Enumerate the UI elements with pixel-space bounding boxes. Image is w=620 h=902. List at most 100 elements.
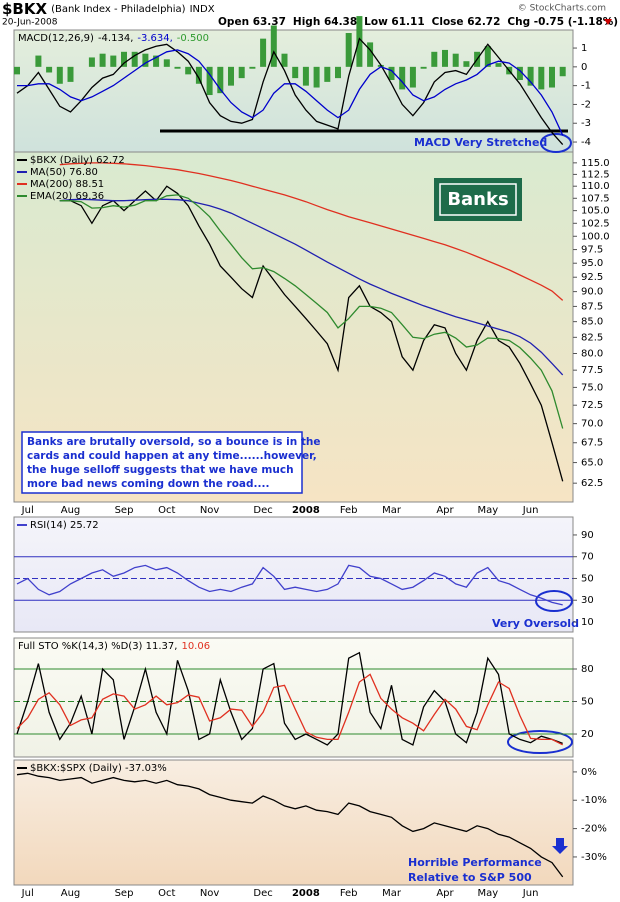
histogram-bar bbox=[238, 66, 245, 79]
y-tick-label: 107.5 bbox=[581, 193, 610, 204]
legend-entry: MA(200) 88.51 bbox=[30, 179, 104, 190]
histogram-bar bbox=[249, 66, 256, 69]
x-tick-label: Oct bbox=[158, 888, 175, 899]
y-tick-label: -2 bbox=[581, 99, 591, 110]
y-tick-label: 112.5 bbox=[581, 169, 610, 180]
y-tick-label: 105.0 bbox=[581, 206, 610, 217]
y-tick-label: 95.0 bbox=[581, 258, 603, 269]
y-tick-label: 65.0 bbox=[581, 458, 603, 469]
x-tick-label: Jun bbox=[522, 888, 539, 899]
histogram-bar bbox=[431, 51, 438, 67]
header-title: $BKX (Bank Index - Philadelphia) INDX bbox=[2, 0, 215, 18]
histogram-bar bbox=[420, 66, 427, 69]
series-line bbox=[17, 49, 564, 136]
histogram-bar bbox=[56, 66, 63, 84]
y-tick-label: -3 bbox=[581, 118, 591, 129]
x-tick-label: May bbox=[477, 888, 498, 899]
histogram-bar bbox=[388, 66, 395, 81]
y-tick-label: 80 bbox=[581, 664, 594, 675]
y-tick-label: 92.5 bbox=[581, 272, 603, 283]
histogram-bar bbox=[195, 66, 202, 84]
x-tick-label: Dec bbox=[253, 888, 272, 899]
histogram-bar bbox=[88, 57, 95, 67]
x-tick-label: Jul bbox=[21, 505, 34, 516]
y-tick-label: 30 bbox=[581, 595, 594, 606]
histogram-bar bbox=[527, 66, 534, 86]
histogram-bar bbox=[260, 38, 267, 67]
histogram-bar bbox=[549, 66, 555, 88]
panel-bg bbox=[13, 759, 574, 886]
panel-bg bbox=[13, 516, 574, 633]
histogram-bar bbox=[281, 53, 288, 67]
histogram-bar bbox=[206, 66, 213, 96]
quote-item: Chg -0.75 (-1.18%) bbox=[507, 16, 618, 28]
histogram-bar bbox=[516, 66, 523, 81]
histogram-bar bbox=[302, 66, 309, 86]
annotation: Very Oversold bbox=[492, 617, 579, 630]
y-tick-label: 110.0 bbox=[581, 181, 610, 192]
quote-item: Close 62.72 bbox=[432, 16, 501, 28]
y-tick-label: 50 bbox=[581, 697, 594, 708]
y-tick-label: 62.5 bbox=[581, 478, 603, 489]
histogram-bar bbox=[153, 55, 160, 67]
x-tick-label: Jun bbox=[522, 505, 539, 516]
histogram-bar bbox=[495, 63, 502, 67]
arrow bbox=[552, 838, 568, 854]
x-tick-label: Apr bbox=[436, 888, 454, 899]
highlight-ellipse bbox=[507, 730, 573, 754]
x-tick-label: Aug bbox=[61, 505, 81, 516]
legend-entry: $BKX:$SPX (Daily) -37.03% bbox=[30, 763, 167, 774]
histogram-bar bbox=[399, 66, 406, 90]
annotation-line: more bad news coming down the road.... bbox=[27, 478, 270, 490]
y-tick-label: -4 bbox=[581, 137, 591, 148]
histogram-bar bbox=[46, 66, 53, 73]
histogram-bar bbox=[174, 66, 181, 69]
quote: Open 63.37 High 64.38 Low 61.11 Close 62.72… bbox=[218, 16, 618, 28]
histogram-bar bbox=[121, 51, 127, 67]
x-tick-label: Aug bbox=[61, 888, 81, 899]
badge-text: Banks bbox=[447, 189, 508, 210]
histogram-bar bbox=[484, 46, 491, 67]
quote-item: Low 61.11 bbox=[364, 16, 424, 28]
histogram-bar bbox=[559, 66, 566, 77]
x-tick-label: Nov bbox=[200, 888, 220, 899]
histogram-bar bbox=[99, 53, 106, 67]
histogram-bar bbox=[14, 66, 20, 75]
symbol: $BKX bbox=[2, 0, 47, 18]
histogram-bar bbox=[228, 66, 234, 86]
highlight-ellipse bbox=[540, 133, 572, 153]
histogram-bar bbox=[131, 51, 138, 67]
highlight-ellipse bbox=[535, 590, 573, 612]
histogram-bar bbox=[463, 61, 470, 67]
credit: © StockCharts.com bbox=[518, 4, 606, 14]
legend-entry: $BKX (Daily) 62.72 bbox=[30, 155, 125, 166]
y-tick-label: -10% bbox=[581, 795, 607, 806]
histogram-bar bbox=[67, 66, 74, 82]
histogram-bar bbox=[335, 66, 341, 79]
y-tick-label: 87.5 bbox=[581, 301, 603, 312]
histogram-bar bbox=[163, 59, 170, 67]
y-tick-label: 0% bbox=[581, 767, 597, 778]
note-box bbox=[21, 431, 303, 494]
legend-entry: EMA(20) 69.36 bbox=[30, 191, 104, 202]
legend-entry: MA(50) 76.80 bbox=[30, 167, 98, 178]
x-tick-label: Oct bbox=[158, 505, 175, 516]
y-tick-label: 70 bbox=[581, 552, 594, 563]
series-line bbox=[16, 37, 564, 146]
x-tick-label: 2008 bbox=[292, 888, 320, 899]
x-tick-label: 2008 bbox=[292, 505, 320, 516]
y-tick-label: 70.0 bbox=[581, 419, 603, 430]
y-tick-label: 0 bbox=[581, 62, 587, 73]
histogram-bar bbox=[538, 66, 545, 90]
y-tick-label: 102.5 bbox=[581, 218, 610, 229]
y-tick-label: 77.5 bbox=[581, 365, 603, 376]
series-line bbox=[16, 673, 563, 746]
y-tick-label: 67.5 bbox=[581, 438, 603, 449]
x-tick-label: Feb bbox=[340, 888, 358, 899]
series-line bbox=[16, 772, 564, 878]
legend-entry: MACD(12,26,9) bbox=[18, 33, 94, 44]
histogram-bar bbox=[110, 55, 117, 67]
x-tick-label: May bbox=[477, 505, 498, 516]
legend-entry: -4.134, bbox=[98, 33, 133, 44]
